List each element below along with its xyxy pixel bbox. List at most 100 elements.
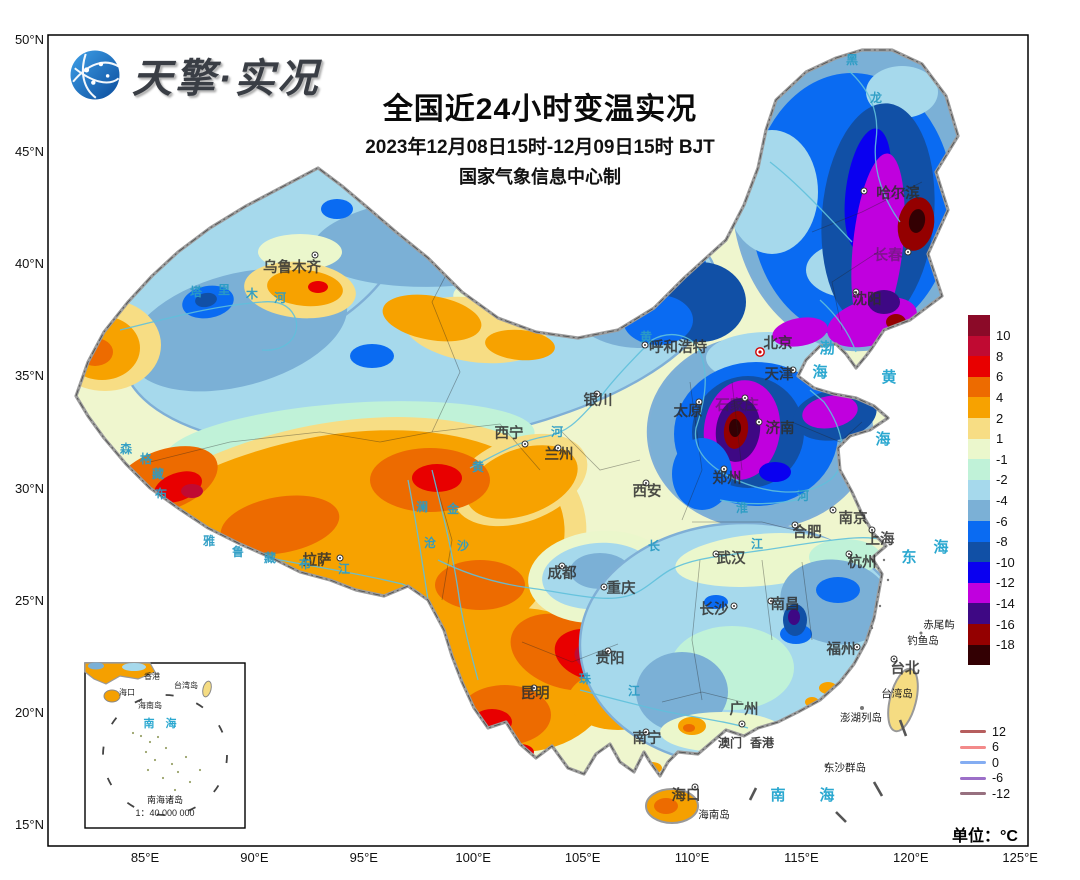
island-dot: [945, 619, 949, 623]
river-label: 布: [155, 486, 167, 501]
city-label: 天津: [765, 365, 794, 383]
colorbar-swatch: [968, 500, 990, 521]
temp-blob: [636, 652, 728, 732]
inset-islet: [148, 740, 152, 744]
city-marker-dot: [848, 553, 850, 555]
temp-blob: [321, 199, 353, 219]
province-border: [681, 381, 703, 521]
logo: 天擎·实况: [68, 46, 320, 104]
province-border: [691, 559, 703, 701]
colorbar-tick-label: -12: [996, 575, 1015, 591]
river-label: 江: [751, 536, 763, 551]
isoline-sample: [960, 745, 986, 749]
river-label: 河: [796, 488, 809, 503]
city-label: 南昌: [771, 595, 800, 613]
city-marker-dot: [792, 369, 794, 371]
city-marker-dot: [561, 565, 563, 567]
globe-logo-icon: [70, 50, 120, 100]
temp-blob: [908, 209, 926, 233]
sea-label: 海: [875, 430, 890, 448]
city-label: 贵阳: [596, 649, 625, 667]
china-border-dashes: [75, 49, 959, 777]
city-label: 济南: [766, 419, 795, 437]
lat-tick-label: 20°N: [14, 704, 44, 720]
inset-hainan: [103, 689, 121, 703]
lon-tick-label: 120°E: [893, 850, 929, 865]
city-marker-dot: [314, 254, 316, 256]
inset-island-speckles: [131, 731, 202, 792]
colorbar-swatch: [968, 459, 990, 480]
colorbar-swatch: [968, 356, 990, 377]
city-marker-dot: [596, 393, 598, 395]
city-marker-dot: [856, 646, 858, 648]
temp-blob: [759, 462, 791, 482]
island-dot: [882, 558, 886, 562]
city-label: 重庆: [607, 579, 636, 597]
city-marker-dot: [645, 482, 647, 484]
isoline-legend-row: 6: [960, 740, 1010, 756]
city-marker-dot: [855, 291, 857, 293]
river-label: 格: [140, 451, 153, 466]
dash-mark: [835, 811, 847, 823]
city-marker-dot: [603, 586, 605, 588]
city-label: 香港: [749, 735, 775, 750]
city-label: 拉萨: [303, 551, 332, 569]
inset-islet: [139, 734, 143, 738]
isoline-value-label: -6: [992, 771, 1004, 786]
colorbar-swatch: [968, 623, 990, 645]
temperature-colorbar: 10 8 6 4 2 1 -1 -2 -4 -6 -8 -10 -12 -14 -16 -18: [968, 315, 1015, 666]
city-marker-dot: [533, 687, 535, 689]
city-marker-dot: [694, 786, 696, 788]
inset-islet: [173, 788, 177, 792]
city-label: 西宁: [495, 424, 524, 442]
colorbar-swatch: [968, 582, 990, 604]
island-dot: [886, 578, 890, 582]
city-label: 哈尔滨: [876, 184, 920, 202]
province-border: [811, 181, 923, 233]
inset-label: 海: [166, 716, 177, 730]
isoline-sample: [960, 730, 986, 734]
river-label: 澜: [416, 500, 428, 514]
temp-blob: [672, 438, 732, 510]
city-marker-dot: [723, 468, 725, 470]
colorbar-tick-label: -8: [996, 534, 1008, 550]
inset-islet: [198, 768, 202, 772]
island-label: 台湾岛: [881, 687, 913, 700]
city-label: 福州: [826, 640, 856, 658]
province-border: [431, 469, 453, 601]
colorbar-swatch: [968, 520, 990, 542]
city-marker-dot: [770, 600, 772, 602]
province-border: [149, 431, 433, 463]
city-label: 郑州: [713, 469, 742, 487]
colorbar-swatch: [968, 335, 990, 357]
island-label: 东沙群岛: [824, 761, 866, 774]
temp-blob: [466, 445, 578, 519]
inset-islet: [161, 776, 165, 780]
city-label: 台北: [891, 659, 920, 677]
province-borders: [149, 181, 923, 703]
colorbar-tick-label: 6: [996, 369, 1004, 385]
city-label: 上海: [866, 530, 895, 548]
temp-blob: [816, 577, 860, 603]
isoline-legend-row: 12: [960, 724, 1010, 740]
isoline-sample: [960, 792, 986, 796]
logo-wordmark: 天擎·实况: [132, 57, 321, 101]
river-label: 里: [218, 282, 230, 297]
city-marker-dot: [758, 421, 760, 423]
city-marker-dot: [715, 553, 717, 555]
city-label: 广州: [730, 700, 759, 718]
city-marker-dot: [794, 524, 796, 526]
temp-blob: [350, 344, 394, 368]
inset-taiwan: [202, 680, 212, 698]
isoline-legend-row: -6: [960, 771, 1010, 787]
colorbar-tick-label: 8: [996, 348, 1004, 364]
lat-tick-label: 50°N: [14, 32, 44, 47]
isoline-legend-row: -12: [960, 786, 1010, 802]
river-label: 沧: [424, 535, 436, 550]
colorbar-tick-label: -6: [996, 513, 1008, 529]
temp-blob: [788, 609, 800, 625]
province-border: [761, 559, 773, 641]
city-marker-dot: [744, 397, 746, 399]
temp-blob: [485, 329, 555, 361]
